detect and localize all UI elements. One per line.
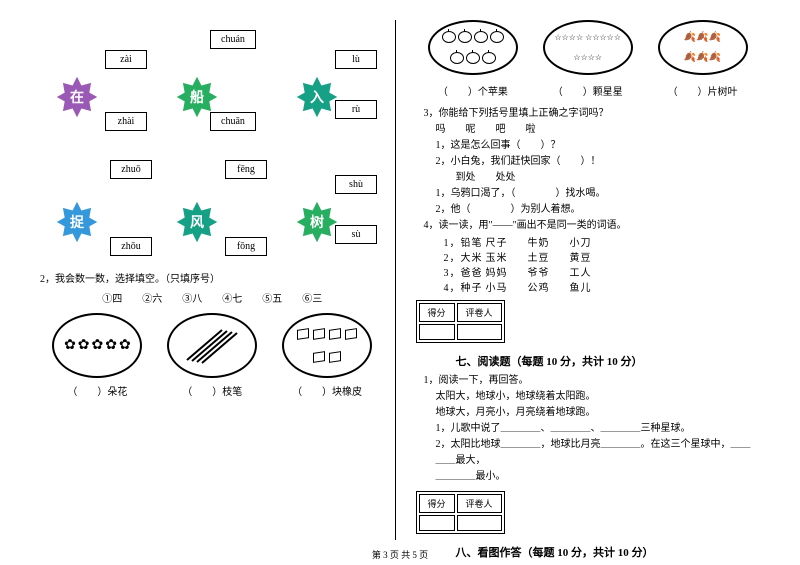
stars-caption[interactable]: （ ）颗星星	[553, 83, 623, 98]
question-3: 3，你能给下列括号里填上正确之字词吗？	[424, 106, 761, 122]
char-badge-feng: 风	[175, 200, 219, 244]
pinyin-option[interactable]: chuān	[210, 112, 256, 131]
oval-captions: （ ）个苹果 （ ）颗星星 （ ）片树叶	[416, 83, 761, 98]
reading-intro: 1，阅读一下，再回答。	[424, 373, 761, 389]
pinyin-option[interactable]: shù	[335, 175, 377, 194]
pinyin-option[interactable]: fēng	[225, 160, 267, 179]
apples-caption[interactable]: （ ）个苹果	[438, 83, 508, 98]
pinyin-option[interactable]: zhài	[105, 112, 147, 131]
left-column: 在 船 入 zài zhài chuán chuān lù rù 捉	[30, 20, 396, 540]
erasers-oval	[282, 313, 372, 378]
pinyin-option[interactable]: sù	[335, 225, 377, 244]
counting-ovals-row: ☆☆☆☆☆☆☆☆☆☆☆☆☆ 🍂🍂🍂🍂🍂🍂	[416, 20, 761, 75]
flowers-oval	[52, 313, 142, 378]
pencils-item: （ ）枝笔	[167, 313, 257, 398]
question-2-text: 2，我会数一数，选择填空。（只填序号）	[40, 270, 385, 285]
question-4: 4，读一读，用"——"画出不是同一类的词语。	[424, 218, 761, 234]
pinyin-option[interactable]: lù	[335, 50, 377, 69]
q3-words: 吗 呢 吧 啦	[436, 122, 761, 138]
erasers-caption[interactable]: （ ）块橡皮	[282, 383, 372, 398]
q3-item[interactable]: 1，这是怎么回事（ ）？	[436, 138, 761, 154]
q3-item[interactable]: 2，他（ ）为别人着想。	[436, 202, 761, 218]
section-7-title: 七、阅读题（每题 10 分，共计 10 分）	[456, 353, 761, 369]
reading-q[interactable]: ＿＿＿＿最小。	[436, 469, 761, 485]
reading-line: 地球大，月亮小，月亮绕着地球跑。	[436, 405, 761, 421]
pencils-oval	[167, 313, 257, 378]
flowers-item: （ ）朵花	[52, 313, 142, 398]
pinyin-option[interactable]: zhōu	[110, 237, 152, 256]
char-badge-shu: 树	[295, 200, 339, 244]
counting-images: （ ）朵花 （ ）枝笔 （ ）块橡皮	[40, 313, 385, 398]
score-table: 得分评卷人	[416, 300, 505, 343]
char-badge-ru: 入	[295, 75, 339, 119]
pinyin-matching-row2: 捉 风 树 zhuō zhōu fēng fōng shù sù	[40, 155, 385, 265]
q4-row[interactable]: 2，大米玉米土豆黄豆	[444, 249, 761, 264]
pinyin-option[interactable]: chuán	[210, 30, 256, 49]
pinyin-option[interactable]: rù	[335, 100, 377, 119]
q3-item[interactable]: 1，乌鸦口渴了，（ ）找水喝。	[436, 186, 761, 202]
score-table: 得分评卷人	[416, 491, 505, 534]
q4-row[interactable]: 1，铅笔尺子牛奶小刀	[444, 234, 761, 249]
pinyin-option[interactable]: zhuō	[110, 160, 152, 179]
q3-item: 到处 处处	[436, 170, 761, 186]
char-badge-zhuo: 捉	[55, 200, 99, 244]
pencils-caption[interactable]: （ ）枝笔	[167, 383, 257, 398]
char-badge-zai: 在	[55, 75, 99, 119]
leaves-caption[interactable]: （ ）片树叶	[668, 83, 738, 98]
flowers-caption[interactable]: （ ）朵花	[52, 383, 142, 398]
pinyin-option[interactable]: fōng	[225, 237, 267, 256]
reading-q[interactable]: 2，太阳比地球＿＿＿＿，地球比月亮＿＿＿＿。在这三个星球中，＿＿＿＿最大，	[436, 437, 761, 469]
page-footer: 第 3 页 共 5 页	[0, 548, 800, 561]
options-row: ①四 ②六 ③八 ④七 ⑤五 ⑥三	[40, 290, 385, 305]
q4-row[interactable]: 3，爸爸妈妈爷爷工人	[444, 264, 761, 279]
erasers-item: （ ）块橡皮	[282, 313, 372, 398]
stars-oval: ☆☆☆☆☆☆☆☆☆☆☆☆☆	[543, 20, 633, 75]
leaves-oval: 🍂🍂🍂🍂🍂🍂	[658, 20, 748, 75]
reading-line: 太阳大，地球小，地球绕着太阳跑。	[436, 389, 761, 405]
q4-row[interactable]: 4，种子小马公鸡鱼儿	[444, 279, 761, 294]
q3-item[interactable]: 2，小白兔，我们赶快回家（ ）！	[436, 154, 761, 170]
apples-oval	[428, 20, 518, 75]
reading-q[interactable]: 1，儿歌中说了＿＿＿＿、＿＿＿＿、＿＿＿＿三种星球。	[436, 421, 761, 437]
right-column: ☆☆☆☆☆☆☆☆☆☆☆☆☆ 🍂🍂🍂🍂🍂🍂 （ ）个苹果 （ ）颗星星 （ ）片树…	[396, 20, 771, 540]
pinyin-option[interactable]: zài	[105, 50, 147, 69]
pinyin-matching-row1: 在 船 入 zài zhài chuán chuān lù rù	[40, 20, 385, 150]
